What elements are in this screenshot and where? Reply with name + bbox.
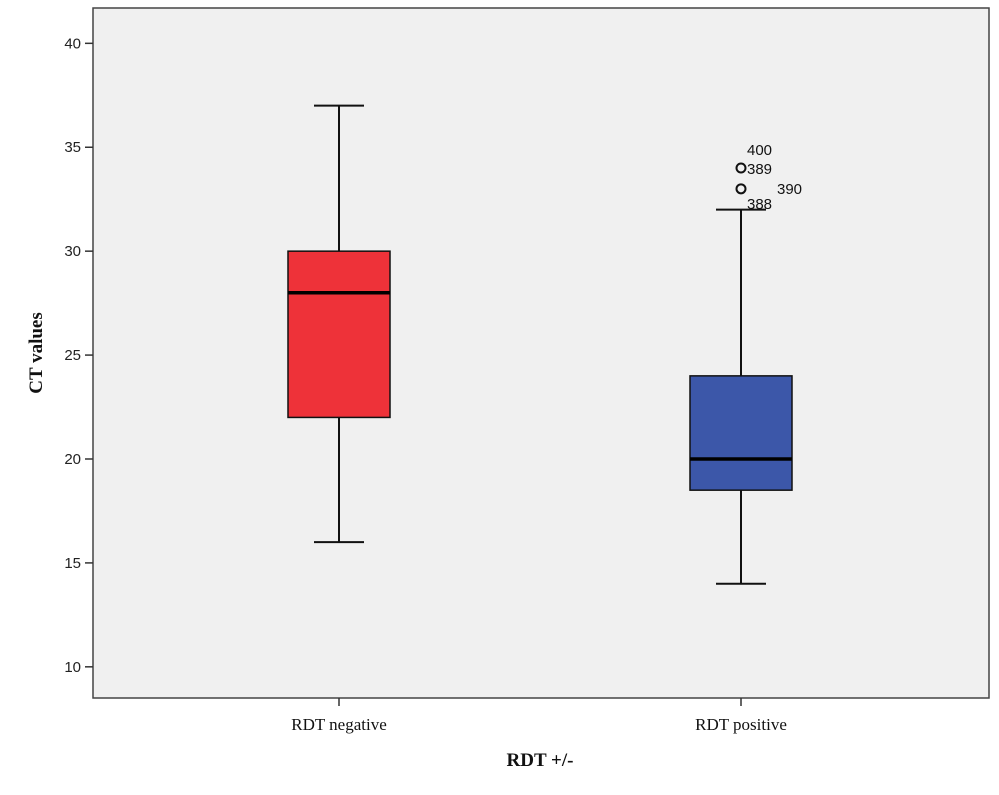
box-rdt-negative	[287, 104, 391, 544]
outlier-point	[735, 162, 747, 174]
y-tick-label: 10	[64, 659, 81, 676]
iqr-box	[287, 250, 391, 419]
y-tick-label: 25	[64, 347, 81, 364]
y-axis-title: CT values	[26, 312, 47, 393]
box-series: 400 389 390 388	[287, 104, 802, 585]
plot-area	[92, 7, 990, 699]
x-axis-title: RDT +/-	[507, 750, 574, 771]
y-axis: 10 15 20 25 30 35 40	[64, 35, 93, 676]
x-tick-label: RDT positive	[695, 715, 787, 734]
y-tick-label: 20	[64, 451, 81, 468]
box-rdt-positive: 400 389 390 388	[689, 142, 802, 585]
outlier-label: 390	[777, 181, 802, 198]
x-tick-label: RDT negative	[291, 715, 387, 734]
iqr-box	[689, 375, 793, 491]
outlier-label: 400	[747, 142, 772, 159]
y-tick-label: 30	[64, 243, 81, 260]
y-tick-label: 40	[64, 35, 81, 52]
outlier-point	[735, 183, 747, 195]
x-axis: RDT negative RDT positive	[291, 698, 787, 734]
y-tick-label: 35	[64, 139, 81, 156]
outlier-label: 388	[747, 196, 772, 213]
y-tick-label: 15	[64, 555, 81, 572]
outlier-label: 389	[747, 161, 772, 178]
